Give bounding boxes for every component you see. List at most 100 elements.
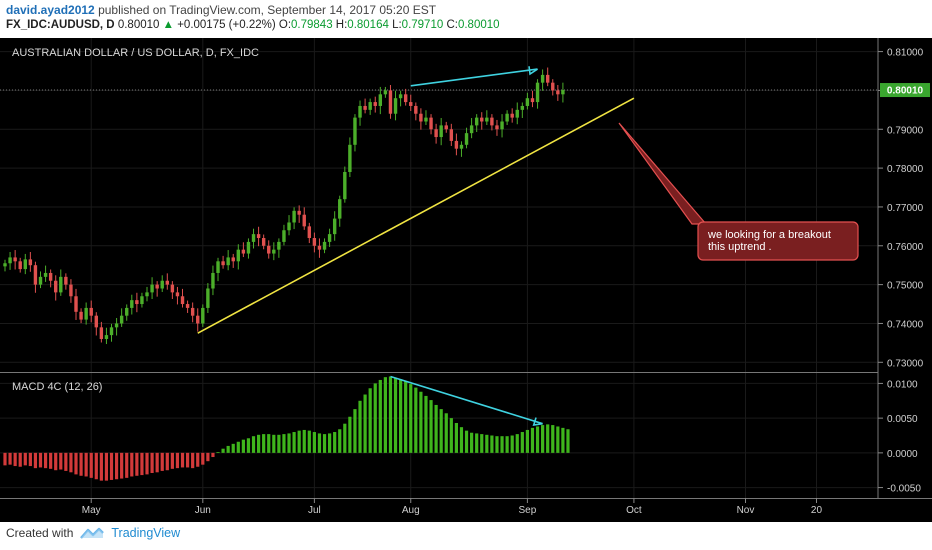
macd-bar [109, 452, 114, 480]
candle-body [170, 284, 175, 293]
macd-bar [399, 379, 403, 453]
macd-bar [38, 452, 43, 468]
macd-tick-label: -0.0050 [887, 484, 921, 495]
macd-bar [505, 436, 509, 453]
macd-bar [196, 452, 200, 467]
macd-bar [510, 435, 514, 453]
macd-tick-label: 0.0000 [887, 449, 918, 460]
macd-bar [444, 413, 448, 453]
candle-body [185, 304, 190, 308]
candle-body [130, 300, 134, 308]
macd-bar [114, 452, 119, 480]
callout-line-1: we looking for a breakout [707, 229, 831, 241]
candle-body [515, 109, 519, 118]
callout-box[interactable]: we looking for a breakout this uptrend . [697, 221, 859, 261]
macd-bar [155, 452, 159, 473]
macd-bar [13, 452, 17, 467]
macd-axis: 0.0100 0.0050 0.0000 -0.0050 [878, 379, 921, 495]
macd-bar [307, 430, 311, 453]
macd-bar [135, 452, 139, 476]
candle-body [561, 90, 565, 95]
candle-body [226, 257, 230, 266]
macd-divergence-arrow [390, 375, 543, 425]
candle-body [69, 284, 73, 297]
last-price-tag-bg [880, 83, 930, 98]
macd-bar [500, 436, 504, 453]
candle-body [424, 117, 428, 122]
high-value: 0.80164 [347, 19, 389, 31]
macd-bar [525, 429, 530, 453]
macd-bar [485, 434, 489, 453]
macd-bar [59, 452, 63, 470]
candle-body [165, 280, 169, 285]
price-tick-label: 0.74000 [887, 319, 924, 330]
macd-bar [84, 452, 88, 477]
chart-canvas[interactable]: 0.810000.800000.790000.780000.770000.760… [0, 38, 932, 522]
candle-body [343, 171, 347, 200]
candle-body [312, 238, 317, 246]
macd-bar [302, 429, 306, 453]
tradingview-logo-icon [80, 527, 105, 539]
candle-body [221, 261, 225, 266]
macd-bar [434, 404, 438, 453]
macd-bar [429, 400, 433, 453]
price-tick-label: 0.75000 [887, 281, 924, 292]
candle-body [74, 296, 78, 312]
macd-bar [464, 430, 469, 453]
last-price-tag-label: 0.80010 [887, 86, 924, 97]
macd-bar [277, 434, 281, 453]
macd-bar [551, 425, 555, 453]
candle-body [33, 265, 38, 285]
candle-body [388, 90, 393, 114]
candle-body [261, 238, 266, 246]
macd-bar [104, 452, 109, 481]
candle-body [454, 140, 459, 149]
candle-body [150, 284, 154, 293]
macd-bar [439, 409, 443, 453]
candle-body [180, 296, 185, 305]
macd-bar [388, 376, 393, 453]
candle-body [439, 125, 443, 138]
time-tick-label: Oct [626, 505, 642, 516]
price-candles [3, 67, 565, 345]
macd-bar [54, 452, 58, 471]
candle-body [125, 307, 129, 316]
candle-body [119, 315, 124, 324]
candle-body [114, 323, 119, 328]
macd-bar [470, 432, 474, 453]
macd-bar [348, 416, 352, 453]
macd-bar [475, 433, 479, 453]
macd-bar [338, 429, 342, 453]
macd-bar [216, 452, 220, 453]
macd-bar [120, 452, 124, 479]
macd-bar [404, 381, 408, 453]
candle-body [368, 102, 372, 110]
macd-bar [170, 452, 174, 469]
macd-bar [8, 452, 12, 465]
macd-bar [99, 452, 103, 481]
macd-bar [343, 423, 347, 453]
time-tick-label: Jul [308, 505, 321, 516]
last-price: 0.80010 [117, 19, 160, 31]
candle-body [464, 133, 469, 145]
macd-bar [175, 452, 180, 469]
macd-bar [79, 452, 83, 476]
axis-panel-bg [878, 38, 932, 522]
candle-body [500, 121, 504, 130]
macd-bar [236, 441, 240, 453]
macd-bar [312, 432, 316, 453]
macd-bar [165, 452, 169, 471]
macd-bar [490, 435, 494, 453]
candle-body [302, 214, 306, 227]
macd-bar [561, 427, 565, 453]
tradingview-brand-link[interactable]: TradingView [111, 526, 181, 540]
candle-body [348, 144, 352, 172]
macd-title: MACD 4C (12, 26) [12, 381, 102, 393]
macd-bar [211, 452, 215, 458]
candle-body [79, 311, 83, 320]
candle-body [322, 241, 327, 250]
macd-bar [23, 452, 27, 466]
author-link[interactable]: david.ayad2012 [6, 3, 95, 17]
candle-body [338, 199, 342, 219]
candle-body [332, 218, 337, 235]
